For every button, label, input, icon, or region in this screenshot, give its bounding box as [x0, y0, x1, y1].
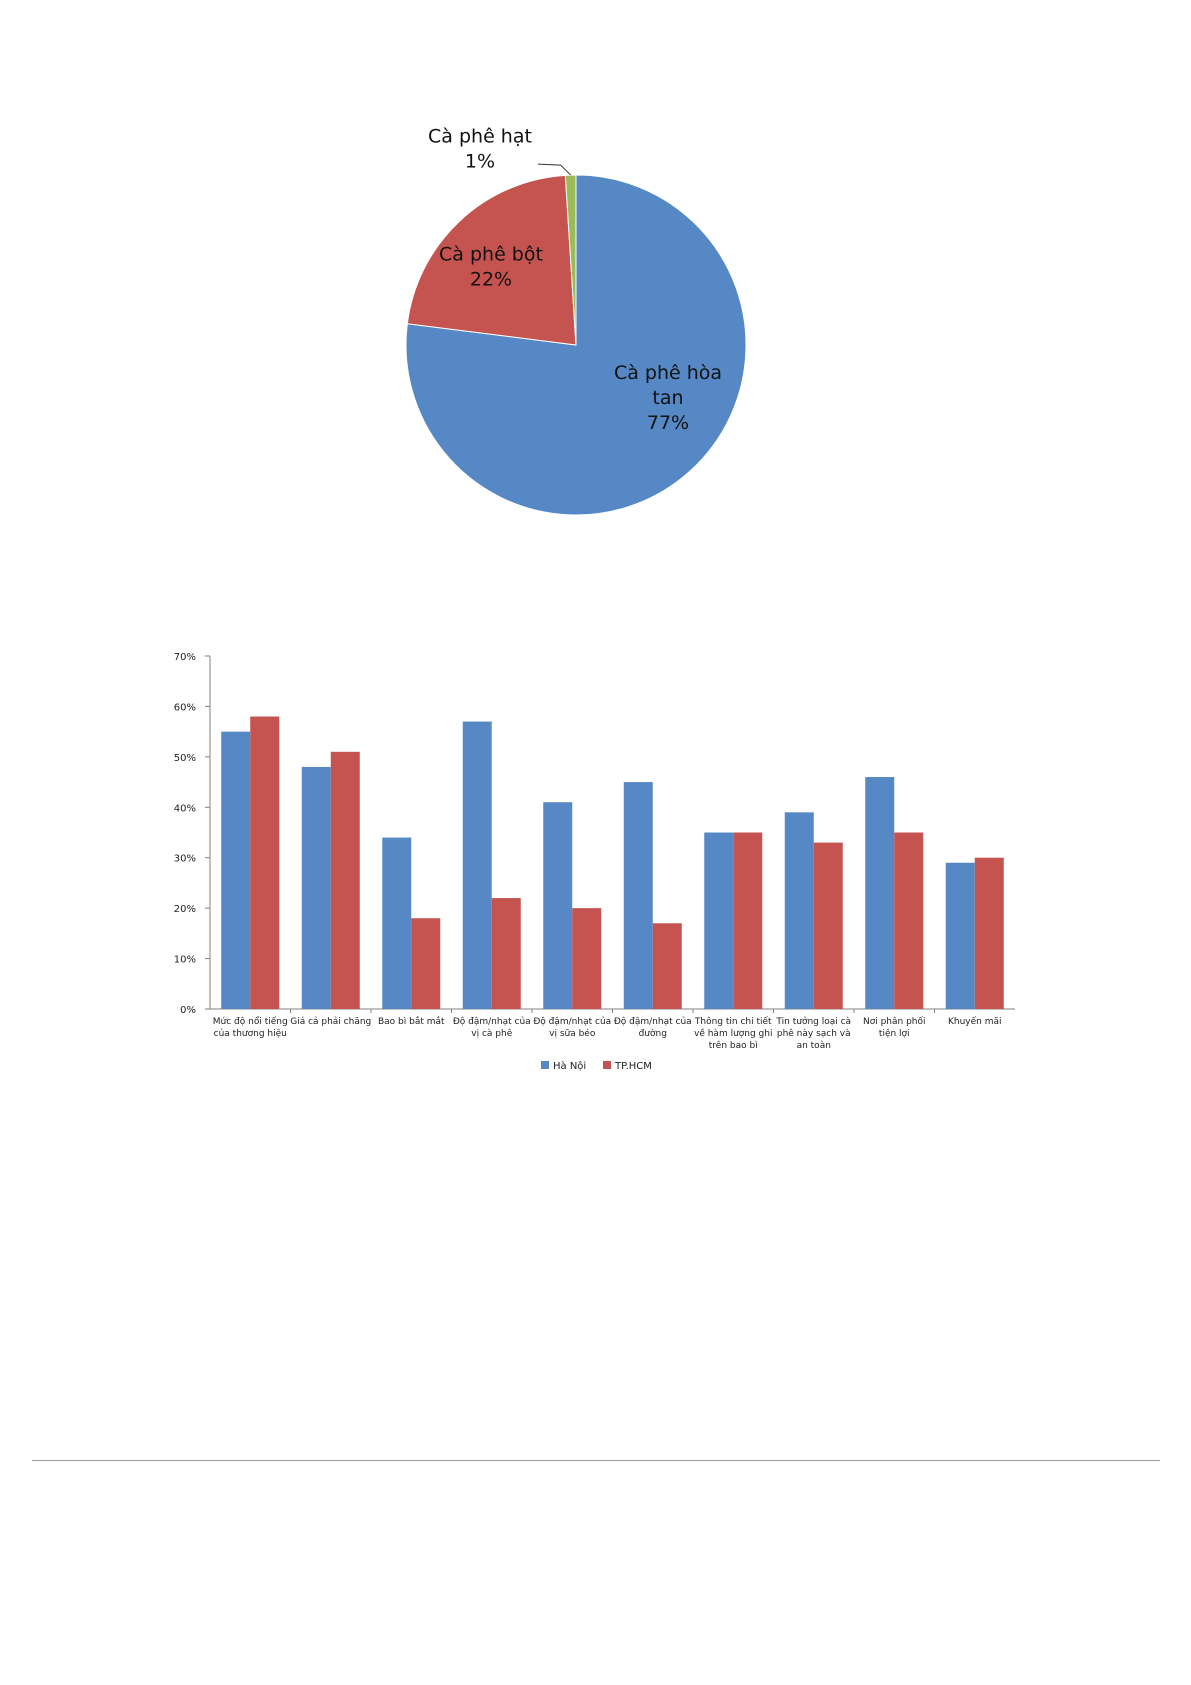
x-category-label: Độ đậm/nhạt của vị sữa béo [533, 1016, 611, 1039]
bar-series-2 [974, 857, 1004, 1009]
x-category-label: Tin tưởng loại cà phê này sạch và an toàn [775, 1016, 851, 1051]
bar-series-1 [704, 832, 734, 1009]
bar-series-1 [945, 862, 975, 1009]
bar-chart: 0% 10% 20% 30% 40% 50% 60% 70% Mức độ nổi tiếng c… [174, 652, 1015, 1072]
bar-series-1 [623, 782, 653, 1009]
bar-series-2 [733, 832, 763, 1009]
x-category-label: Thông tin chi tiết về hàm lượng ghi trên b… [694, 1016, 773, 1051]
bar-series-2 [652, 923, 682, 1009]
bar-series-2 [491, 898, 521, 1009]
x-category-label: Nơi phân phối tiện lợi [863, 1016, 926, 1039]
legend-label: TP.HCM [614, 1061, 652, 1072]
bar-series-1 [784, 812, 814, 1009]
pie-slice-label: Cà phê hòa tan 77% [614, 362, 722, 434]
x-category-label: Độ đậm/nhạt của vị cà phê [453, 1016, 531, 1039]
legend-swatch [603, 1061, 611, 1069]
pie-slice-label: Cà phê hạt 1% [428, 126, 532, 173]
bar-series-2 [411, 918, 441, 1009]
bar-series-1 [382, 837, 412, 1009]
y-tick-label: 10% [174, 955, 196, 966]
legend-swatch [541, 1061, 549, 1069]
y-tick-label: 60% [174, 702, 196, 713]
y-tick-label: 0% [180, 1005, 196, 1016]
footer-divider [32, 1460, 1160, 1461]
x-category-label: Khuyến mãi [948, 1016, 1002, 1027]
bar-series-1 [221, 731, 251, 1009]
pie-slice [405, 174, 747, 516]
bar-series-2 [894, 832, 924, 1009]
bar-series-1 [865, 777, 895, 1009]
bar-series-2 [572, 908, 602, 1009]
bar-series-2 [813, 842, 843, 1009]
y-tick-label: 40% [174, 803, 196, 814]
x-category-label: Độ đậm/nhạt của đường [614, 1016, 692, 1039]
legend-label: Hà Nội [553, 1060, 586, 1072]
pie-slice [406, 174, 577, 346]
pie-slice-label: Cà phê bột 22% [439, 244, 543, 291]
x-category-label: Mức độ nổi tiếng của thương hiệu [213, 1016, 288, 1039]
y-tick-label: 70% [174, 652, 196, 663]
y-tick-label: 50% [174, 753, 196, 764]
x-category-label: Bao bì bắt mắt [378, 1016, 445, 1027]
pie-leader-line [537, 163, 572, 176]
bar-series-2 [330, 751, 360, 1009]
bar-series-1 [462, 721, 492, 1009]
y-tick-label: 30% [174, 854, 196, 865]
bar-series-2 [250, 716, 280, 1009]
y-tick-label: 20% [174, 904, 196, 915]
x-category-label: Giá cả phải chăng [290, 1016, 371, 1027]
bar-series-1 [301, 766, 331, 1009]
pie-chart: Cà phê hòa tan 77% Cà phê bột 22% Cà phê hạt 1… [405, 126, 747, 516]
bar-series-1 [543, 802, 573, 1009]
